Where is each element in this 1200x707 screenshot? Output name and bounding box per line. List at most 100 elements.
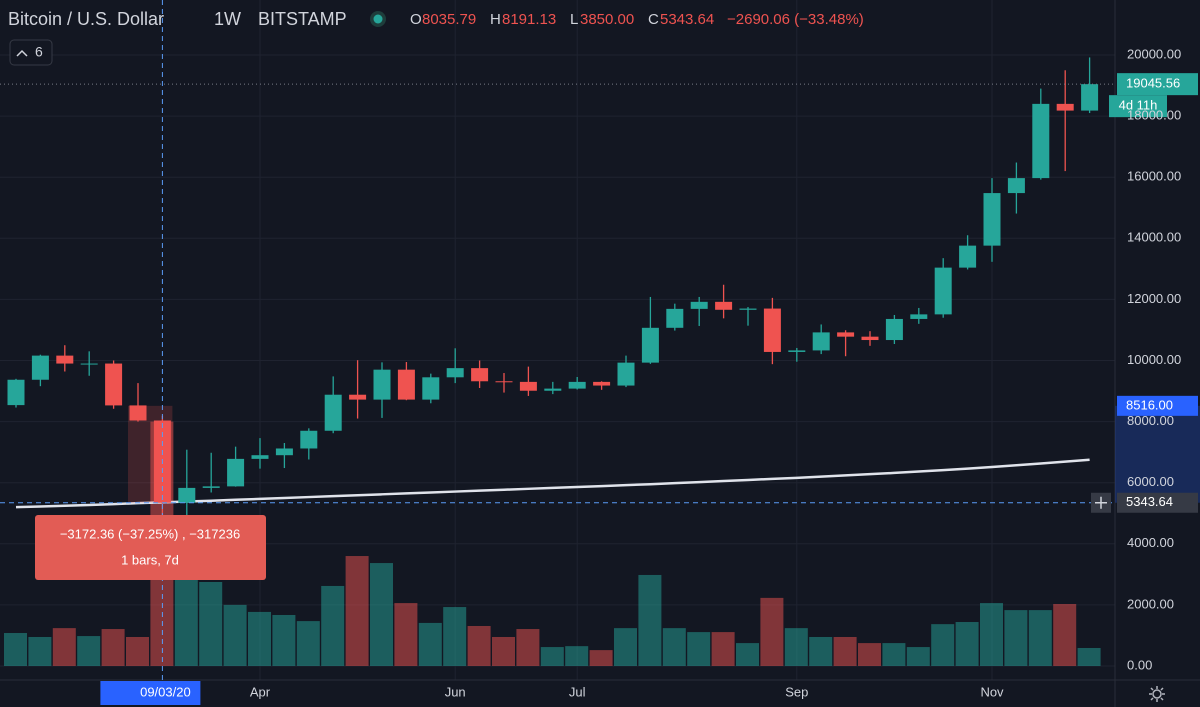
- candle-body: [349, 394, 367, 400]
- volume-bar: [1053, 603, 1077, 667]
- candle-body: [959, 245, 977, 268]
- volume-bar: [858, 643, 881, 667]
- x-tick-label: Jul: [569, 684, 586, 699]
- candle-body: [788, 350, 806, 352]
- x-tick-label: Apr: [250, 684, 271, 699]
- change: −2690.06 (−33.48%): [727, 11, 864, 28]
- indicator-count: 6: [35, 44, 43, 60]
- candle-body: [373, 369, 391, 400]
- volume-bar: [565, 646, 589, 667]
- volume-bar: [1004, 610, 1028, 667]
- volume-bar: [126, 636, 149, 667]
- settings-icon[interactable]: [1149, 686, 1165, 702]
- volume-bar: [1028, 610, 1052, 667]
- volume-bar: [931, 624, 955, 667]
- candle-body: [178, 487, 196, 503]
- candle-body: [397, 369, 415, 400]
- measure-label: 8516.00: [1126, 397, 1173, 412]
- candle-body: [1007, 178, 1025, 194]
- ohlc-value: 8035.79: [422, 11, 476, 28]
- candle-body: [324, 394, 342, 431]
- plus-icon: [1095, 496, 1107, 509]
- ohlc-key: H: [490, 11, 501, 28]
- measure-tag: [1117, 395, 1198, 416]
- measure-axis-band: [1115, 405, 1200, 503]
- plot: [4, 57, 1101, 667]
- y-tick-label: 2000.00: [1127, 596, 1174, 611]
- candle-body: [56, 355, 74, 364]
- candle-body: [422, 377, 440, 400]
- volume-bar: [199, 581, 223, 667]
- volume-bar: [687, 632, 711, 667]
- settings-icon[interactable]: [1152, 689, 1162, 699]
- exchange: BITSTAMP: [258, 9, 347, 29]
- last-price-label: 19045.56: [1126, 76, 1180, 91]
- candle-body: [227, 458, 245, 487]
- volume-bar: [467, 625, 491, 667]
- volume-bar: [833, 636, 857, 667]
- tooltip-text: −3172.36 (−37.25%) , −317236: [60, 526, 240, 541]
- volume-bar: [955, 622, 979, 667]
- volume-bar: [784, 628, 808, 667]
- y-tick-label: 8000.00: [1127, 413, 1174, 428]
- volume-bar: [394, 603, 418, 667]
- volume-bar: [77, 636, 101, 667]
- volume-bar: [882, 643, 906, 667]
- candle-body: [1032, 103, 1050, 179]
- candle-body: [739, 308, 757, 310]
- candle-body: [202, 486, 220, 488]
- volume-bar: [296, 621, 320, 667]
- date-tag: [100, 681, 201, 705]
- candle-body: [1081, 84, 1099, 111]
- volume-bar: [809, 636, 833, 667]
- y-tick-label: 16000.00: [1127, 169, 1181, 184]
- y-tick-label: 0.00: [1127, 657, 1152, 672]
- indicator-toggle[interactable]: 6: [9, 39, 53, 66]
- volume-bar: [614, 628, 637, 667]
- candle-body: [1056, 103, 1074, 111]
- candle-body: [275, 448, 293, 456]
- volume-bar: [52, 628, 76, 667]
- volume-bar: [662, 628, 686, 667]
- candle-body: [446, 368, 464, 378]
- ohlc-key: O: [410, 11, 422, 28]
- candle-body: [885, 318, 903, 341]
- tooltip-box: [35, 515, 266, 580]
- volume-bar: [248, 611, 271, 667]
- status-dot: [373, 14, 383, 24]
- volume-bar: [28, 636, 52, 667]
- candle-body: [690, 301, 708, 309]
- candle-body: [129, 405, 147, 421]
- volume-bar: [492, 636, 515, 667]
- y-tick-label: 10000.00: [1127, 352, 1181, 367]
- tooltip-text: 1 bars, 7d: [121, 552, 179, 567]
- candle-body: [666, 308, 684, 328]
- candle-body: [861, 336, 879, 341]
- candle-body: [641, 327, 659, 363]
- y-tick-label: 12000.00: [1127, 291, 1181, 306]
- ohlc-key: L: [570, 11, 578, 28]
- volume-bar: [711, 632, 735, 667]
- volume-bar: [101, 629, 125, 667]
- candle-body: [105, 363, 123, 406]
- candle-body: [251, 455, 269, 459]
- countdown-tag: [1109, 95, 1167, 118]
- candle-body: [812, 332, 830, 351]
- y-tick-label: 18000.00: [1127, 108, 1181, 123]
- volume-bar: [589, 650, 613, 667]
- volume-bar: [345, 556, 369, 667]
- measure-area: [128, 405, 173, 503]
- volume-bar: [443, 607, 467, 667]
- volume-bar: [760, 597, 784, 667]
- ohlc-key: C: [648, 11, 659, 28]
- candle-body: [983, 193, 1001, 246]
- volume-bar: [906, 647, 930, 667]
- header: Bitcoin / U.S. Dollar 1W BITSTAMP O 8035…: [8, 9, 864, 29]
- volume-bar: [321, 585, 345, 667]
- indicator-button[interactable]: [9, 39, 53, 66]
- candle-body: [763, 308, 781, 352]
- volume-bar: [540, 647, 564, 667]
- crosshair-price: 5343.64: [1126, 494, 1173, 509]
- candle-body: [544, 388, 562, 391]
